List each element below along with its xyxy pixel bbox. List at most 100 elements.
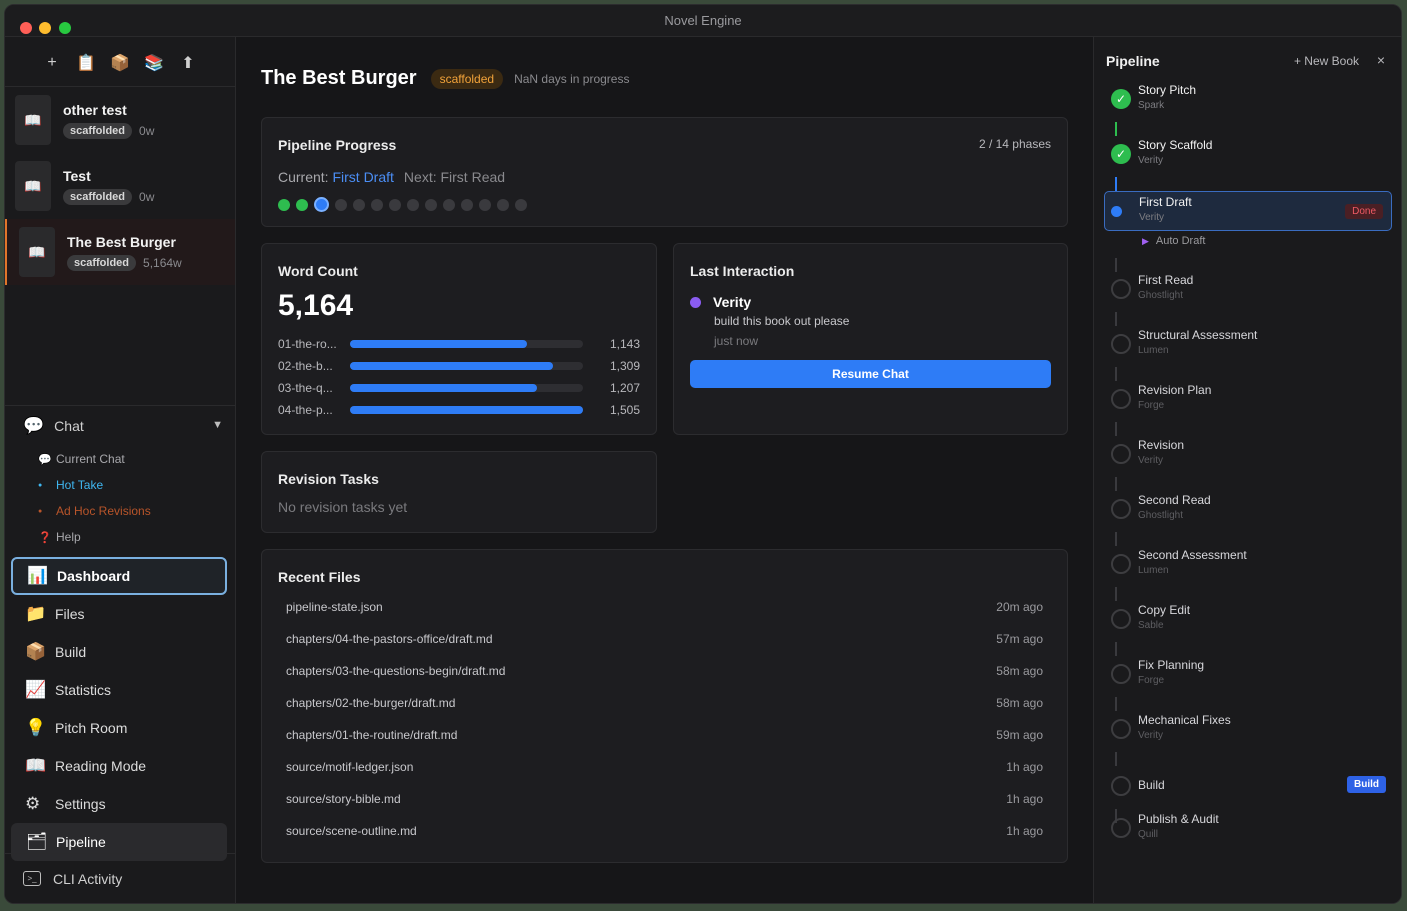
nav-item-statistics[interactable]: 📈 Statistics [11, 671, 227, 709]
circle-icon [1111, 776, 1131, 796]
chapter-name: 03-the-q... [278, 381, 333, 395]
phase-name: First Draft [1139, 195, 1192, 209]
nav-item-dashboard[interactable]: 📊 Dashboard [11, 557, 227, 595]
book-item[interactable]: 📖 other test scaffolded 0w [5, 87, 235, 153]
nav-item-pipeline[interactable]: 🗂 Pipeline [11, 823, 227, 861]
book-item[interactable]: 📖 The Best Burger scaffolded 5,164w [5, 219, 235, 285]
file-time: 57m ago [996, 632, 1043, 646]
chat-item-ad-hoc-revisions[interactable]: ● Ad Hoc Revisions [5, 498, 235, 524]
question-icon: ❓ [38, 531, 52, 544]
phase-dot [278, 198, 290, 211]
current-phase[interactable]: First Draft [332, 169, 394, 185]
recent-file-row[interactable]: pipeline-state.json 20m ago [286, 600, 1043, 616]
phase-connector [1115, 697, 1117, 711]
pipeline-phase-fix-planning[interactable]: Fix Planning Forge [1104, 655, 1392, 695]
nav-item-pitch-room[interactable]: 💡 Pitch Room [11, 709, 227, 747]
nav-label: Reading Mode [55, 758, 147, 774]
pipeline-phase-story-scaffold[interactable]: ✓ Story Scaffold Verity [1104, 135, 1392, 175]
pipeline-panel: Pipeline + New Book × ▶ Auto Draft ✓ Stor… [1093, 37, 1401, 903]
pipeline-phase-first-draft[interactable]: First Draft Verity Done [1104, 191, 1392, 231]
phase-connector [1115, 422, 1117, 436]
lightbulb-icon: 💡 [25, 718, 47, 737]
phase-connector [1115, 587, 1117, 601]
word-bar-fill [350, 384, 537, 392]
chat-item-hot-take[interactable]: ● Hot Take [5, 472, 235, 498]
pipeline-phase-publish-audit[interactable]: Publish & Audit Quill [1104, 809, 1392, 849]
chapter-word-count: 1,143 [609, 337, 640, 351]
phase-name: Story Pitch [1138, 83, 1197, 97]
pipeline-phase-revision-plan[interactable]: Revision Plan Forge [1104, 380, 1392, 420]
book-item[interactable]: 📖 Test scaffolded 0w [5, 153, 235, 219]
recent-file-row[interactable]: source/scene-outline.md 1h ago [286, 824, 1043, 840]
books-icon[interactable]: 📚 [144, 54, 164, 72]
phase-name: First Read [1138, 273, 1194, 287]
build-button[interactable]: Build [1347, 776, 1386, 793]
pipeline-phase-second-read[interactable]: Second Read Ghostlight [1104, 490, 1392, 530]
book-info: Test scaffolded 0w [63, 168, 154, 205]
days-in-progress: NaN days in progress [514, 71, 630, 86]
agent-row: Verity [690, 294, 751, 310]
subtask-auto-draft[interactable]: ▶ Auto Draft [1142, 235, 1205, 247]
chat-item-current-chat[interactable]: 💬 Current Chat [5, 446, 235, 472]
pipeline-phase-story-pitch[interactable]: ✓ Story Pitch Spark [1104, 80, 1392, 120]
recent-file-row[interactable]: source/motif-ledger.json 1h ago [286, 760, 1043, 776]
last-message-time: just now [714, 334, 759, 348]
recent-file-row[interactable]: chapters/03-the-questions-begin/draft.md… [286, 664, 1043, 680]
recent-file-row[interactable]: chapters/02-the-burger/draft.md 58m ago [286, 696, 1043, 712]
pipeline-phase-copy-edit[interactable]: Copy Edit Sable [1104, 600, 1392, 640]
phase-agent: Forge [1138, 400, 1165, 411]
pipeline-phase-build[interactable]: Build Build [1104, 767, 1392, 807]
close-window-button[interactable] [20, 22, 32, 34]
file-path: chapters/02-the-burger/draft.md [286, 696, 456, 710]
phase-connector [1115, 258, 1117, 272]
chat-item-help[interactable]: ❓ Help [5, 524, 235, 550]
chapter-word-count: 1,505 [609, 403, 640, 417]
status-badge: scaffolded [430, 68, 504, 89]
phase-connector [1115, 642, 1117, 656]
zoom-window-button[interactable] [59, 22, 71, 34]
title-bar: Novel Engine [5, 5, 1401, 37]
pipeline-phase-revision[interactable]: Revision Verity [1104, 435, 1392, 475]
recent-file-row[interactable]: source/story-bible.md 1h ago [286, 792, 1043, 808]
pipeline-phase-structural-assessment[interactable]: Structural Assessment Lumen [1104, 325, 1392, 365]
pipeline-phase-first-read[interactable]: First Read Ghostlight [1104, 270, 1392, 310]
chapter-name: 04-the-p... [278, 403, 333, 417]
nav-item-settings[interactable]: ⚙ Settings [11, 785, 227, 823]
nav-item-reading-mode[interactable]: 📖 Reading Mode [11, 747, 227, 785]
chapter-word-row: 01-the-ro... 1,143 [278, 337, 640, 351]
card-title: Word Count [278, 263, 358, 279]
phase-dot [314, 197, 329, 212]
pipeline-phase-second-assessment[interactable]: Second Assessment Lumen [1104, 545, 1392, 585]
nav-label: Build [55, 644, 87, 660]
nav-label: Settings [55, 796, 106, 812]
recent-file-row[interactable]: chapters/04-the-pastors-office/draft.md 5… [286, 632, 1043, 648]
package-icon[interactable]: 📦 [110, 54, 130, 72]
book-list: 📖 other test scaffolded 0w 📖 Test scaffolded 0w… [5, 87, 235, 285]
phase-dot [407, 198, 419, 211]
cli-activity-button[interactable]: >_ CLI Activity [5, 853, 235, 903]
plus-icon[interactable]: + [47, 53, 57, 71]
new-book-button[interactable]: + New Book [1293, 54, 1359, 68]
close-icon[interactable]: × [1376, 52, 1385, 68]
nav-item-files[interactable]: 📁 Files [11, 595, 227, 633]
chat-item-label: Help [56, 530, 81, 544]
phase-agent: Verity [1139, 212, 1165, 223]
phase-name: Structural Assessment [1138, 328, 1258, 342]
minimize-window-button[interactable] [39, 22, 51, 34]
status-badge: scaffolded [63, 122, 133, 139]
phase-agent: Verity [1138, 155, 1164, 166]
recent-file-row[interactable]: chapters/01-the-routine/draft.md 59m ago [286, 728, 1043, 744]
circle-icon [1111, 719, 1131, 739]
clipboard-icon[interactable]: 📋 [76, 54, 96, 72]
pipeline-phase-mechanical-fixes[interactable]: Mechanical Fixes Verity [1104, 710, 1392, 750]
phase-name: Build [1138, 778, 1165, 792]
resume-chat-button[interactable]: Resume Chat [690, 360, 1051, 388]
chevron-down-icon[interactable]: ▼ [212, 419, 223, 431]
phase-name: Mechanical Fixes [1138, 713, 1231, 727]
upload-icon[interactable]: ⬆ [181, 54, 195, 72]
word-bar-fill [350, 406, 583, 414]
chat-header[interactable]: 💬 Chat ▼ [5, 406, 235, 446]
phase-name: Second Read [1138, 493, 1211, 507]
nav-item-build[interactable]: 📦 Build [11, 633, 227, 671]
status-badge: scaffolded [67, 254, 137, 271]
